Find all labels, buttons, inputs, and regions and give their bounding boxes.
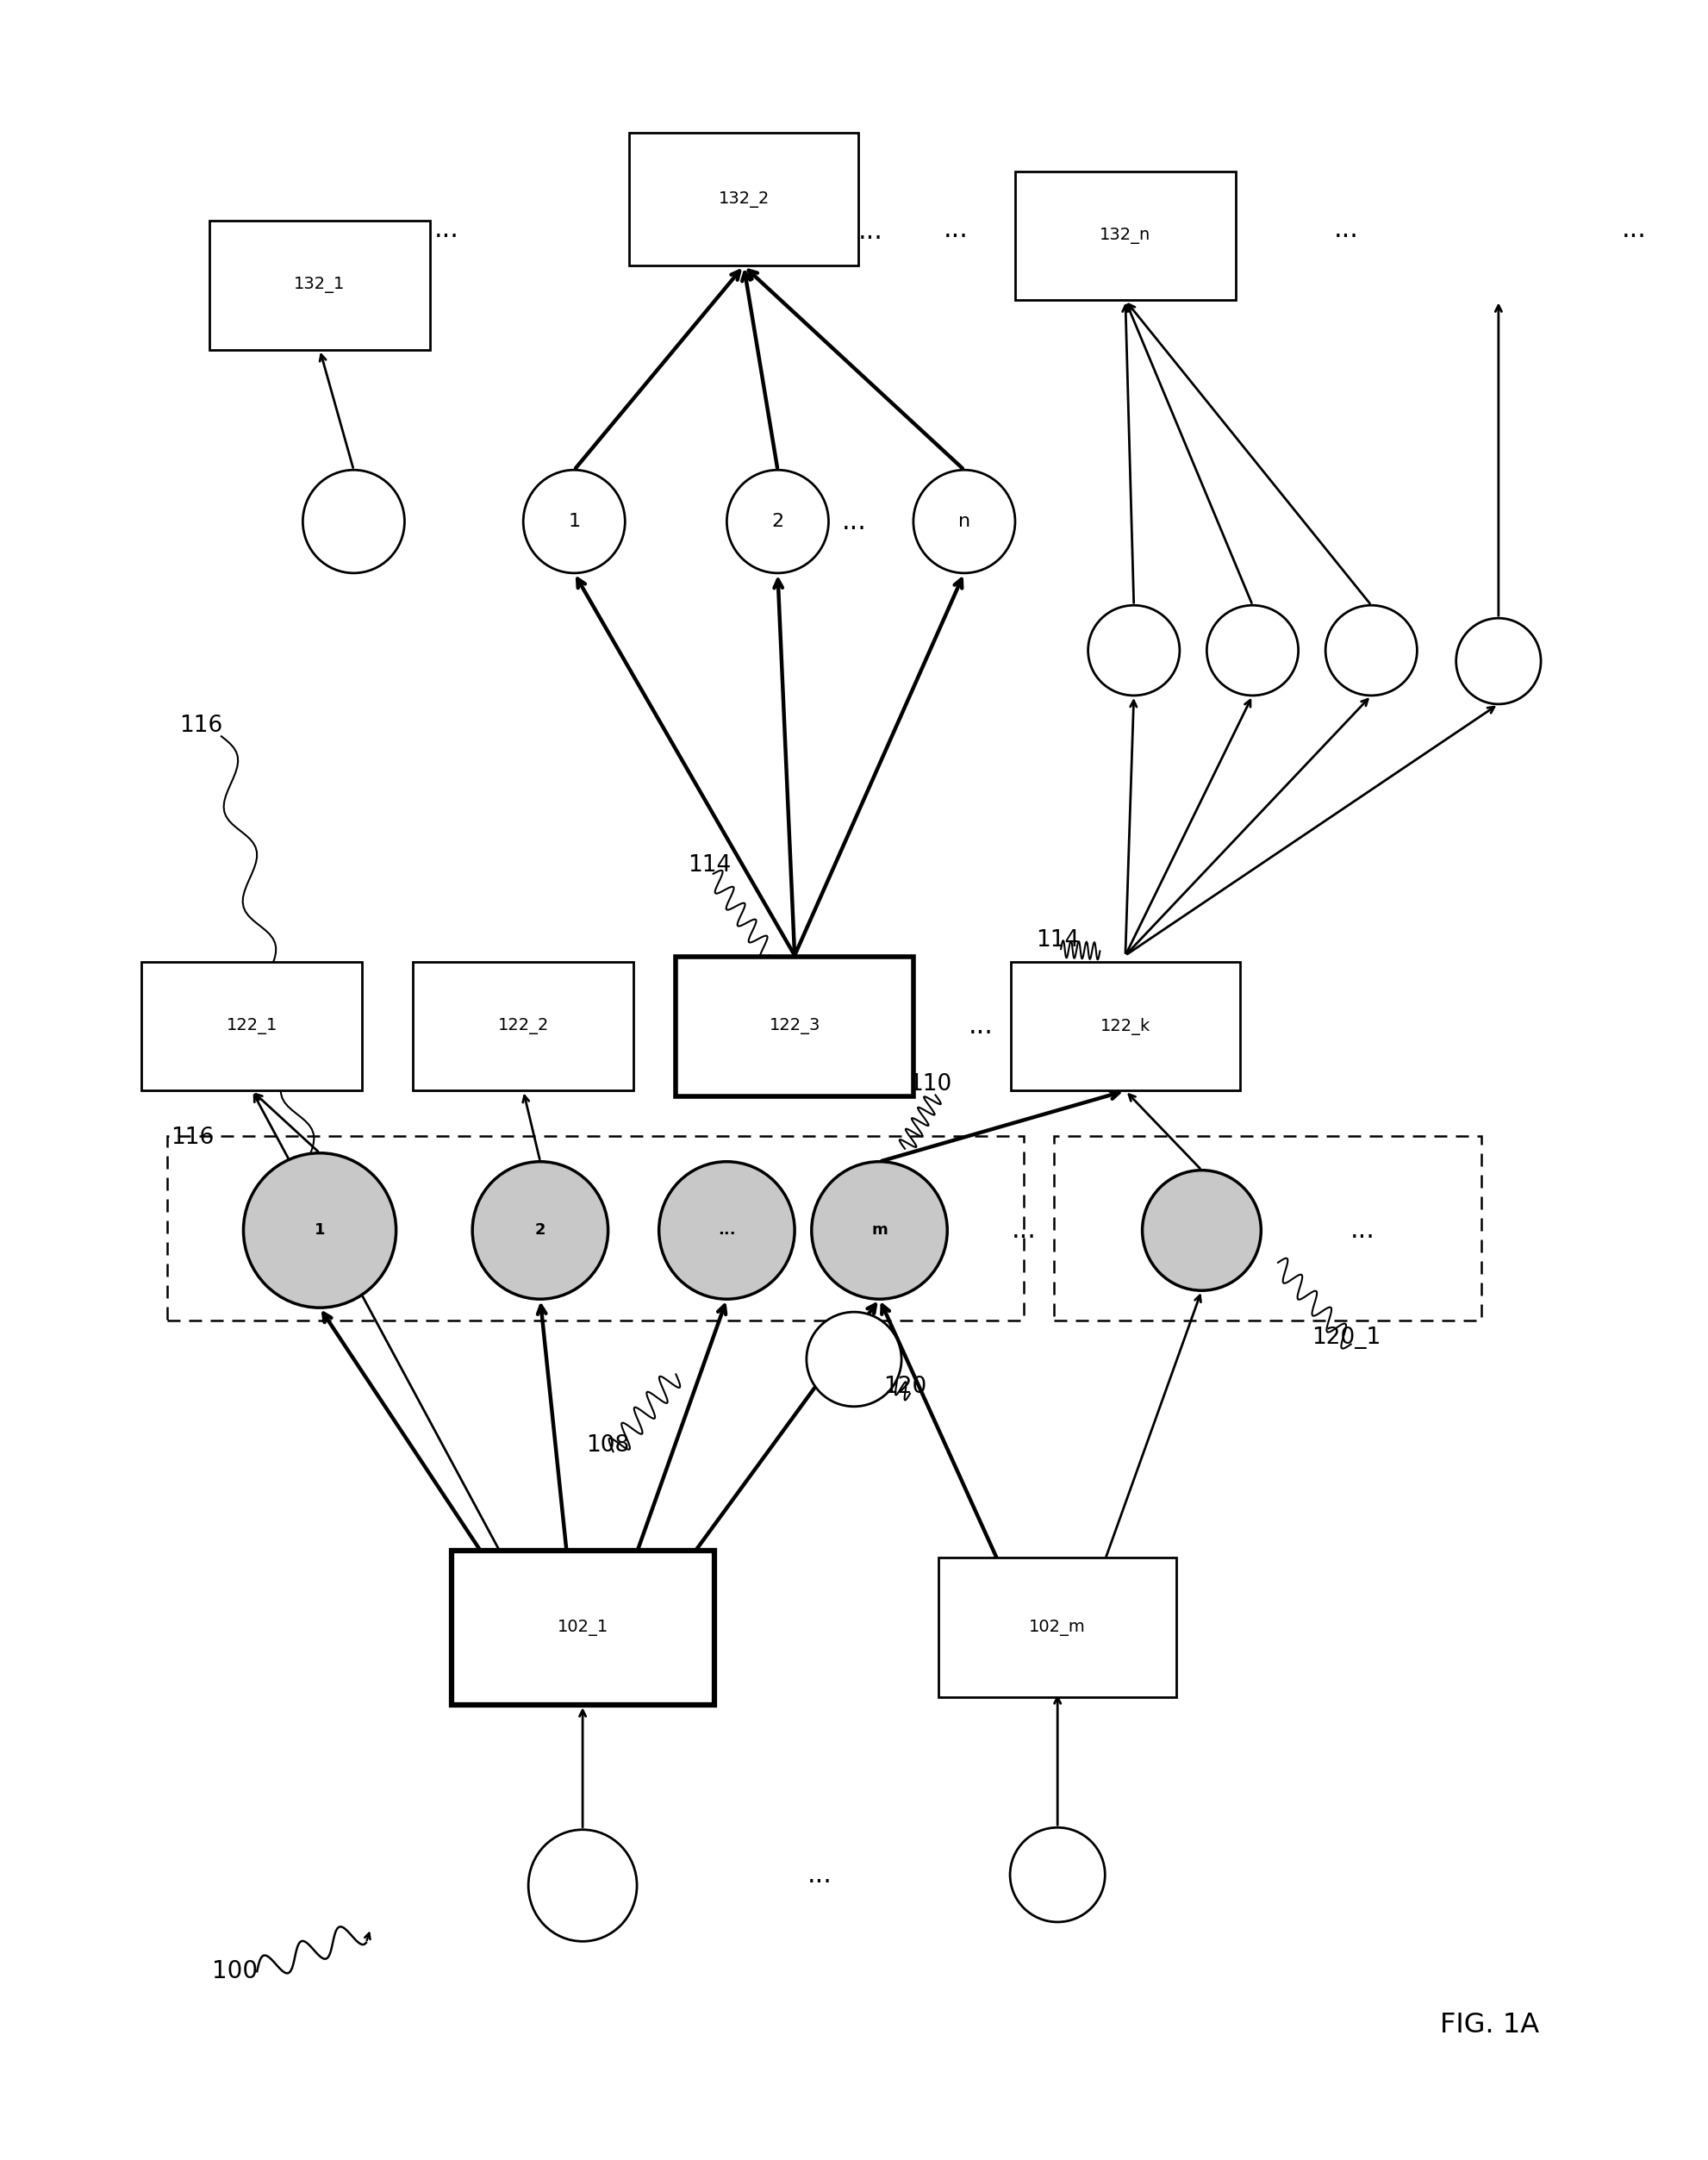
Text: 1: 1: [314, 1223, 325, 1238]
Ellipse shape: [244, 1153, 396, 1307]
Text: 102_1: 102_1: [557, 1620, 608, 1635]
Bar: [1011, 961, 1240, 1091]
Text: 102_m: 102_m: [1030, 1620, 1086, 1635]
Text: 116: 116: [171, 1128, 214, 1149]
Text: 132_1: 132_1: [294, 276, 345, 294]
Text: 108: 108: [586, 1434, 630, 1456]
Bar: [142, 961, 362, 1091]
Ellipse shape: [1143, 1171, 1261, 1290]
Ellipse shape: [811, 1162, 948, 1298]
Ellipse shape: [473, 1162, 608, 1298]
Text: ...: ...: [1334, 216, 1358, 242]
Bar: [1015, 171, 1235, 300]
Text: ...: ...: [717, 1223, 736, 1238]
Ellipse shape: [1208, 605, 1298, 696]
Bar: [1054, 1136, 1481, 1320]
Bar: [167, 1136, 1023, 1320]
Ellipse shape: [1088, 605, 1180, 696]
Bar: [210, 220, 430, 350]
Text: 2: 2: [535, 1223, 545, 1238]
Text: 132_n: 132_n: [1100, 227, 1151, 244]
Text: 120: 120: [883, 1376, 926, 1398]
Bar: [451, 1551, 714, 1704]
Ellipse shape: [914, 471, 1015, 572]
Text: 120_1: 120_1: [1312, 1326, 1380, 1350]
Text: 116: 116: [179, 715, 222, 737]
Text: 122_3: 122_3: [769, 1017, 820, 1035]
Text: 114: 114: [688, 853, 731, 877]
Ellipse shape: [528, 1830, 637, 1942]
Text: ...: ...: [859, 218, 883, 244]
Text: 110: 110: [909, 1074, 951, 1095]
Text: ...: ...: [1351, 1218, 1375, 1242]
Ellipse shape: [302, 471, 405, 572]
Bar: [413, 961, 634, 1091]
Text: n: n: [958, 512, 970, 529]
Ellipse shape: [1009, 1827, 1105, 1922]
Ellipse shape: [728, 471, 828, 572]
Text: 100: 100: [212, 1959, 258, 1983]
Text: ...: ...: [1011, 1218, 1037, 1242]
Text: ...: ...: [434, 216, 459, 242]
Ellipse shape: [1325, 605, 1418, 696]
Bar: [939, 1557, 1177, 1698]
Text: 122_2: 122_2: [497, 1017, 548, 1035]
Text: m: m: [871, 1223, 888, 1238]
Text: 1: 1: [569, 512, 581, 529]
Text: 122_k: 122_k: [1100, 1017, 1151, 1035]
Bar: [676, 957, 914, 1095]
Text: ...: ...: [808, 1862, 832, 1888]
Text: FIG. 1A: FIG. 1A: [1440, 2011, 1539, 2039]
Text: ...: ...: [968, 1013, 994, 1039]
Text: 132_2: 132_2: [717, 190, 769, 207]
Ellipse shape: [659, 1162, 794, 1298]
Ellipse shape: [1457, 618, 1541, 704]
Text: 2: 2: [772, 512, 784, 529]
Bar: [629, 132, 857, 266]
Ellipse shape: [806, 1311, 902, 1406]
Text: 114: 114: [1035, 929, 1079, 953]
Ellipse shape: [523, 471, 625, 572]
Text: ...: ...: [842, 510, 866, 534]
Text: ...: ...: [943, 216, 968, 242]
Text: ...: ...: [1621, 216, 1647, 242]
Text: 122_1: 122_1: [227, 1017, 277, 1035]
